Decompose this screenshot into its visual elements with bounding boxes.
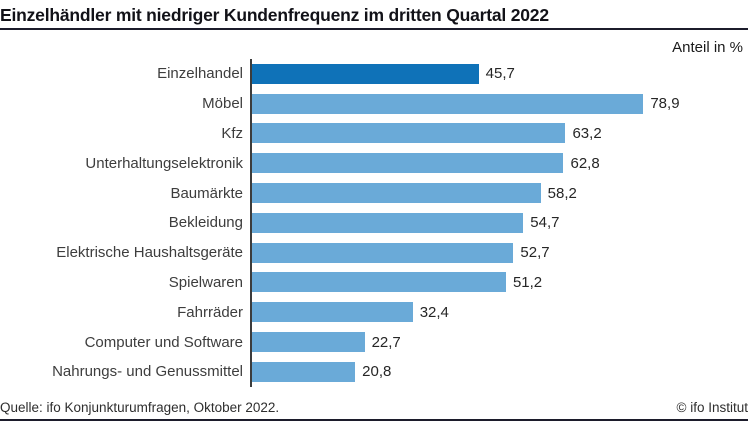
- source-note: Quelle: ifo Konjunkturumfragen, Oktober …: [0, 400, 280, 415]
- category-label: Unterhaltungselektronik: [85, 154, 243, 172]
- bar: [252, 183, 541, 204]
- chart-row: Baumärkte 58,2: [0, 178, 748, 208]
- bar: [252, 123, 566, 144]
- plot-area: 58,2: [250, 178, 748, 208]
- plot-area: 63,2: [250, 118, 748, 149]
- bar-chart: Einzelhandel 45,7 Möbel 78,9 Kfz 63,2 Unterhal…: [0, 59, 748, 387]
- category-label: Kfz: [221, 124, 243, 142]
- chart-row: Bekleidung 54,7: [0, 207, 748, 238]
- bar: [252, 272, 506, 293]
- bottom-divider: [0, 419, 748, 421]
- chart-row: Einzelhandel 45,7: [0, 59, 748, 89]
- category-label: Nahrungs- und Genussmittel: [52, 363, 243, 381]
- category-label: Spielwaren: [168, 273, 243, 291]
- category-label: Elektrische Haushaltsgeräte: [56, 244, 243, 262]
- plot-area: 32,4: [250, 297, 748, 328]
- chart-rows: Einzelhandel 45,7 Möbel 78,9 Kfz 63,2 Unterhal…: [0, 59, 748, 387]
- plot-area: 52,7: [250, 237, 748, 268]
- page-title: Einzelhändler mit niedriger Kundenfreque…: [0, 5, 549, 25]
- axis-unit-label: Anteil in %: [672, 39, 743, 56]
- category-label: Fahrräder: [177, 303, 243, 321]
- value-label: 63,2: [572, 124, 602, 142]
- plot-area: 51,2: [250, 267, 748, 298]
- chart-row: Möbel 78,9: [0, 88, 748, 119]
- bar: [252, 63, 479, 84]
- chart-row: Computer und Software 22,7: [0, 327, 748, 357]
- chart-row: Unterhaltungselektronik 62,8: [0, 148, 748, 179]
- chart-row: Fahrräder 32,4: [0, 297, 748, 328]
- bar: [252, 212, 524, 233]
- bar: [252, 153, 564, 174]
- plot-area: 62,8: [250, 148, 748, 179]
- value-label: 32,4: [419, 303, 449, 321]
- value-label: 22,7: [371, 333, 401, 351]
- category-label: Computer und Software: [84, 333, 243, 351]
- value-label: 78,9: [650, 95, 680, 113]
- value-label: 52,7: [520, 244, 550, 262]
- plot-area: 20,8: [250, 356, 748, 387]
- category-label: Einzelhandel: [157, 65, 243, 83]
- title-divider: [0, 28, 748, 30]
- category-label: Bekleidung: [168, 214, 243, 232]
- chart-row: Kfz 63,2: [0, 118, 748, 149]
- bar: [252, 361, 356, 382]
- chart-footer: Quelle: ifo Konjunkturumfragen, Oktober …: [0, 400, 748, 421]
- chart-row: Elektrische Haushaltsgeräte 52,7: [0, 237, 748, 268]
- value-label: 62,8: [570, 154, 600, 172]
- copyright-note: © ifo Institut: [676, 400, 748, 415]
- plot-area: 22,7: [250, 327, 748, 357]
- bar: [252, 93, 644, 114]
- bar: [252, 242, 514, 263]
- plot-area: 54,7: [250, 207, 748, 238]
- value-label: 45,7: [485, 65, 515, 83]
- unit-row: Anteil in %: [0, 30, 748, 57]
- value-label: 58,2: [547, 184, 577, 202]
- plot-area: 78,9: [250, 88, 748, 119]
- value-label: 51,2: [512, 273, 543, 291]
- value-label: 20,8: [362, 363, 392, 381]
- bar: [252, 302, 413, 323]
- value-label: 54,7: [530, 214, 560, 232]
- chart-row: Spielwaren 51,2: [0, 267, 748, 298]
- category-label: Möbel: [202, 95, 243, 113]
- chart-row: Nahrungs- und Genussmittel 20,8: [0, 356, 748, 387]
- plot-area: 45,7: [250, 59, 748, 89]
- category-label: Baumärkte: [170, 184, 243, 202]
- bar: [252, 332, 365, 353]
